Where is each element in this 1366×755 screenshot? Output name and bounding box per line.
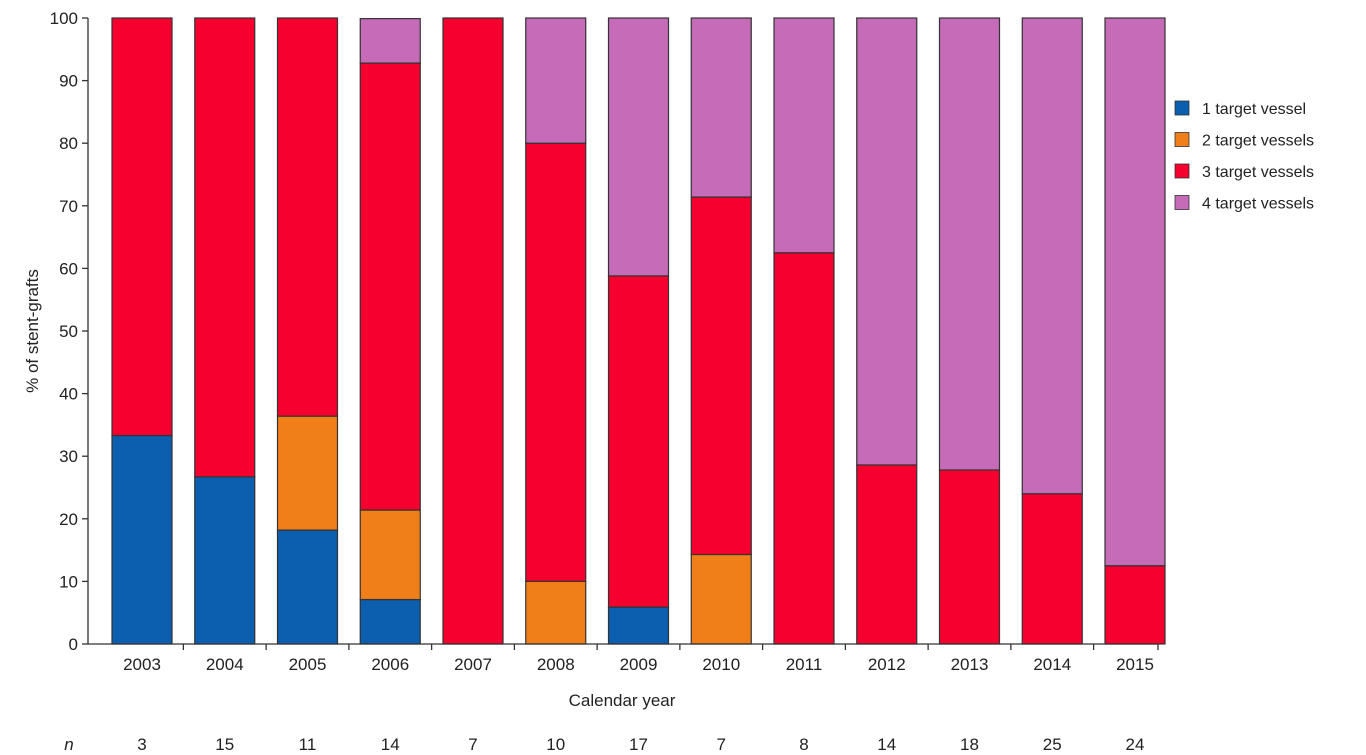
y-tick-label: 80 (59, 134, 78, 153)
bar-segment (111, 17, 173, 437)
y-tick-label: 90 (59, 72, 78, 91)
x-tick-label: 2008 (537, 655, 575, 674)
bar-segment (607, 17, 670, 277)
legend-label: 4 target vessels (1202, 196, 1314, 213)
n-value: 18 (960, 735, 979, 754)
bar-segment (111, 434, 173, 645)
y-tick-label: 50 (59, 322, 78, 341)
x-tick-label: 2015 (1116, 655, 1154, 674)
y-axis-title: % of stent-grafts (23, 269, 42, 393)
bar-segment (525, 17, 587, 144)
n-value: 8 (799, 735, 808, 754)
y-tick-label: 30 (59, 447, 78, 466)
bar-segment (938, 17, 1001, 471)
bar-segment (276, 415, 339, 531)
y-tick-label: 60 (59, 259, 78, 278)
bar-segment (1021, 493, 1083, 645)
x-tick-label: 2007 (454, 655, 492, 674)
bar-segment (607, 275, 670, 608)
bar-segment (442, 17, 504, 645)
y-tick-label: 20 (59, 510, 78, 529)
x-tick-label: 2009 (620, 655, 658, 674)
bar-segment (690, 17, 752, 198)
n-value: 17 (629, 735, 648, 754)
bar-segment (359, 598, 421, 645)
n-value: 7 (717, 735, 726, 754)
bar-segment (773, 252, 835, 645)
x-tick-label: 2011 (786, 655, 823, 674)
x-tick-label: 2004 (206, 655, 244, 674)
bar-segment (276, 17, 339, 417)
x-axis-title: Calendar year (569, 691, 676, 710)
y-tick-label: 70 (59, 197, 78, 216)
legend-swatch (1174, 163, 1190, 179)
bar-segment (1104, 565, 1166, 645)
bar-segment (690, 553, 752, 645)
bar-segment (525, 142, 587, 583)
axes-layer: 0 10 20 30 40 50 60 70 80 90 100 2003 2004 2005 2006 20… (50, 9, 1159, 754)
n-value: 14 (877, 735, 896, 754)
bar-segment (856, 464, 918, 645)
n-value: 14 (381, 735, 400, 754)
x-tick-label: 2014 (1033, 655, 1071, 674)
bar-segment (194, 17, 256, 478)
y-tick-label: 0 (69, 635, 78, 654)
bar-segment (1021, 17, 1083, 495)
bar-segment (525, 580, 587, 645)
x-tick-label: 2005 (289, 655, 327, 674)
legend: 1 target vessel 2 target vessels 3 target … (1174, 100, 1314, 213)
y-tick-label: 10 (59, 572, 78, 591)
x-tick-label: 2013 (951, 655, 989, 674)
legend-swatch (1174, 195, 1190, 210)
n-value: 24 (1126, 735, 1145, 754)
bar-segment (856, 17, 918, 466)
bar-segment (359, 62, 421, 511)
bar-segment (938, 469, 1001, 645)
x-tick-label: 2010 (702, 655, 740, 674)
bar-segment (359, 18, 421, 64)
bar-segment (276, 529, 339, 645)
bar-segment (1104, 17, 1166, 567)
y-tick-label: 100 (50, 9, 78, 28)
n-value: 7 (468, 735, 477, 754)
bars-layer (111, 17, 1166, 645)
bar-segment (690, 196, 752, 556)
n-value: 11 (299, 735, 317, 754)
bar-segment (607, 606, 670, 645)
legend-label: 1 target vessel (1202, 101, 1306, 118)
bar-segment (359, 509, 421, 601)
x-tick-label: 2006 (371, 655, 409, 674)
bar-segment (194, 476, 256, 645)
legend-label: 2 target vessels (1202, 133, 1314, 150)
n-value: 25 (1043, 735, 1062, 754)
y-tick-label: 40 (59, 385, 78, 404)
legend-swatch (1174, 100, 1190, 116)
x-tick-label: 2003 (123, 655, 161, 674)
n-value: 15 (215, 735, 234, 754)
n-value: 10 (546, 735, 565, 754)
n-row-label: n (64, 735, 73, 754)
x-tick-label: 2012 (868, 655, 906, 674)
bar-segment (773, 17, 835, 254)
legend-swatch (1174, 132, 1190, 147)
n-value: 3 (137, 735, 146, 754)
legend-label: 3 target vessels (1202, 164, 1314, 181)
